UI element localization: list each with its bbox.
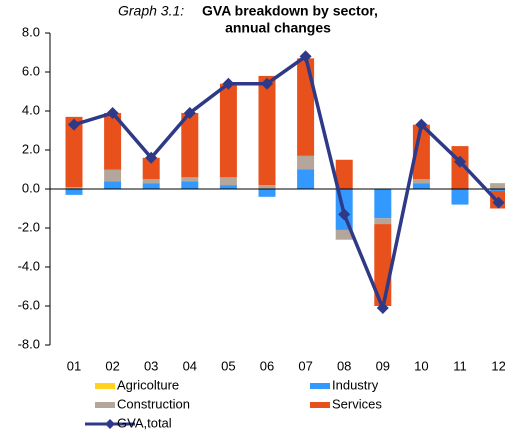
legend-label: Industry [332,377,379,392]
x-tick-label: 09 [376,358,390,373]
bar [412,183,430,189]
y-tick-label: 4.0 [22,102,40,117]
legend-swatch [95,383,115,389]
bar [258,189,276,197]
legend-label: Construction [117,396,190,411]
bar [65,187,83,189]
bar [490,183,505,189]
point [183,106,196,119]
y-tick-label: -8.0 [18,336,40,351]
point [299,50,312,63]
x-tick-label: 05 [221,358,235,373]
point [376,301,389,314]
bar [181,181,199,189]
x-tick-label: 01 [67,358,81,373]
x-tick-label: 10 [414,358,428,373]
bar [142,179,160,184]
y-tick-label: 0.0 [22,180,40,195]
bar [335,229,353,240]
bar [219,177,237,186]
chart-title: annual changes [225,20,331,36]
x-tick-label: 04 [183,358,197,373]
bar [374,218,392,225]
y-tick-label: -4.0 [18,258,40,273]
bar [335,159,353,189]
point [145,151,158,164]
bar [219,83,237,178]
x-tick-label: 03 [144,358,158,373]
bar [142,183,160,189]
bar [297,155,315,170]
x-tick-label: 07 [298,358,312,373]
bar [65,116,83,188]
bar [412,179,430,184]
bar [258,185,276,189]
legend-label: GVA,total [117,415,172,430]
bar [219,185,237,189]
point [492,196,505,209]
legend-swatch [95,402,115,408]
bar [104,169,122,182]
point [106,106,119,119]
y-tick-label: 8.0 [22,24,40,39]
legend-label: Agricolture [117,377,179,392]
point [454,155,466,168]
legend-swatch [310,383,330,389]
legend-swatch [310,402,330,408]
x-tick-label: 06 [260,358,274,373]
x-tick-label: 08 [337,358,351,373]
bar [104,181,122,189]
bar [258,75,276,186]
legend-label: Services [332,396,382,411]
point [222,77,235,90]
y-tick-label: -6.0 [18,297,40,312]
legend-swatch [105,419,115,429]
chart-title: GVA breakdown by sector, [202,3,378,19]
point [68,118,80,131]
bar [181,112,199,178]
bar [104,112,122,170]
point [338,208,351,221]
bar [297,58,315,156]
y-tick-label: 2.0 [22,141,40,156]
bar [65,189,83,195]
y-tick-label: -2.0 [18,219,40,234]
bar [297,169,315,189]
bar [490,189,505,191]
point [261,77,273,90]
title-prefix: Graph 3.1: [118,3,184,19]
bar [451,189,469,205]
bar [142,157,160,180]
y-tick-label: 6.0 [22,63,40,78]
x-tick-label: 02 [105,358,119,373]
line [73,53,500,314]
bar [181,177,199,182]
point [415,118,428,131]
x-tick-label: 11 [453,358,467,373]
bar [374,189,392,219]
x-tick-label: 12 [491,358,505,373]
